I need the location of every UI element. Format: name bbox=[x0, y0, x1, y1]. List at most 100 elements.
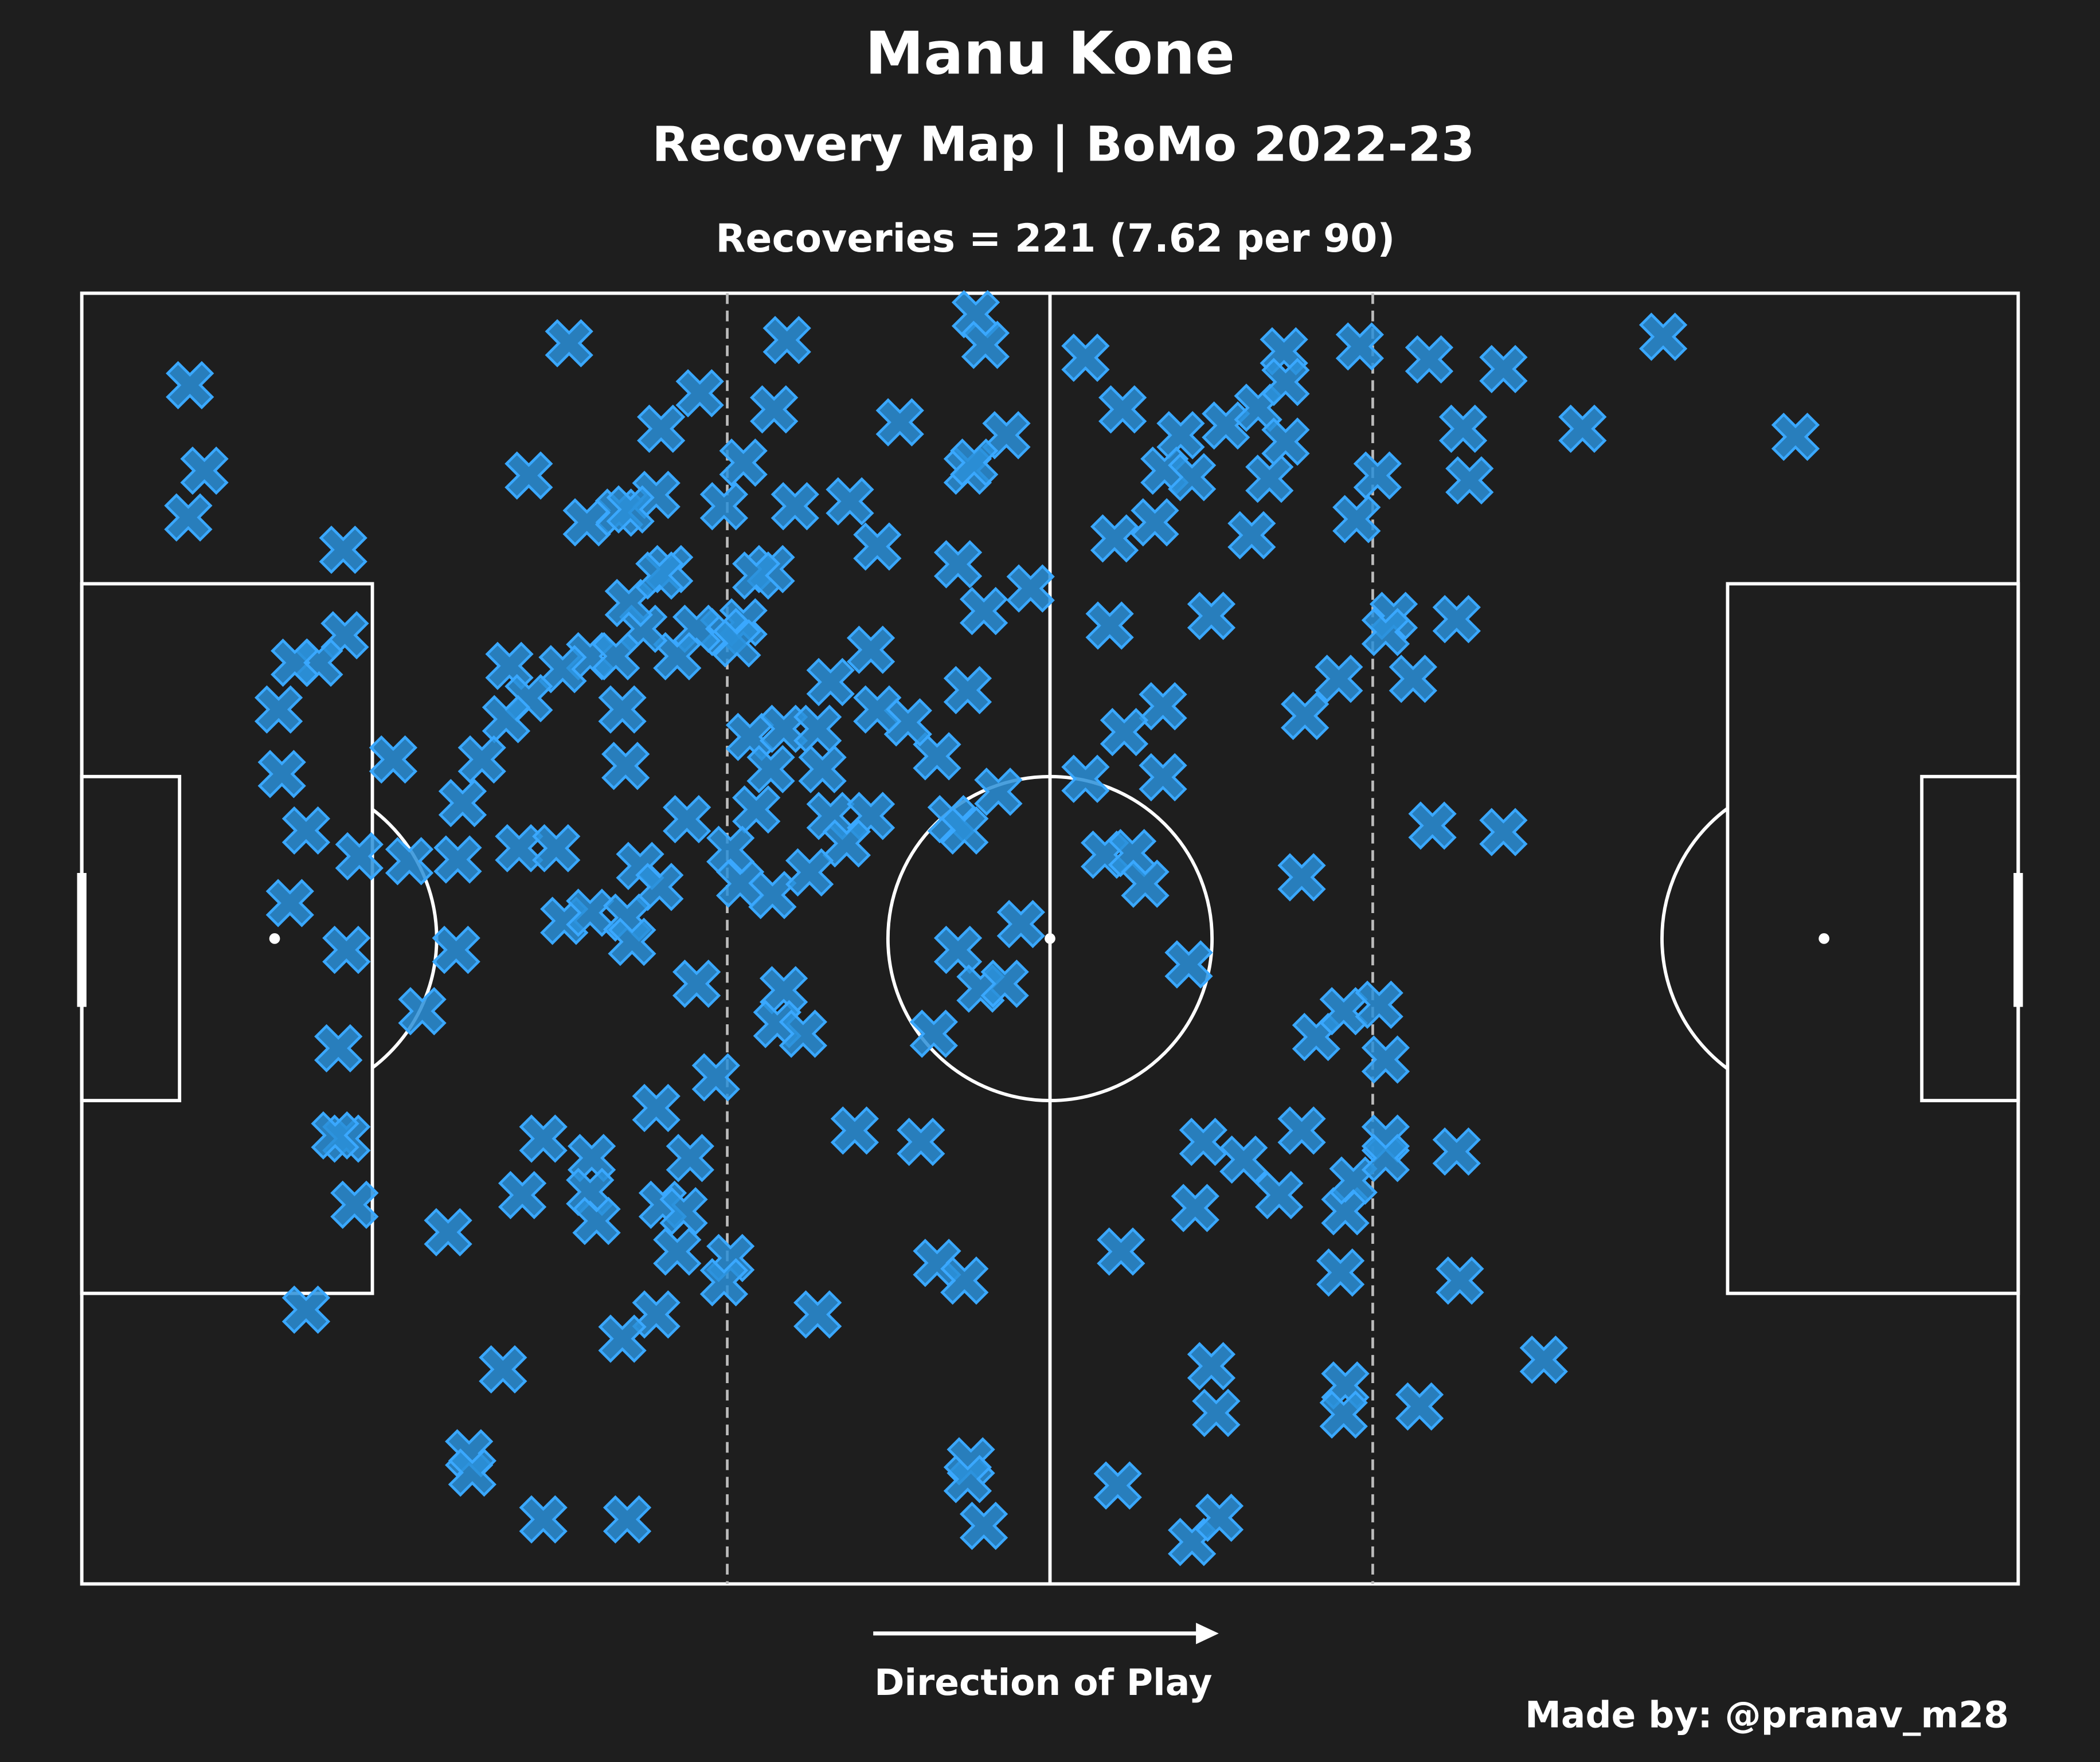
recovery-point bbox=[1164, 940, 1213, 989]
recovery-point bbox=[1227, 511, 1276, 559]
recovery-point bbox=[1202, 401, 1250, 450]
recovery-point bbox=[746, 745, 795, 794]
recovery-point bbox=[1108, 829, 1157, 878]
recovery-point bbox=[180, 447, 229, 495]
recovery-point bbox=[909, 1009, 958, 1058]
recovery-point bbox=[1131, 498, 1179, 547]
recovery-point bbox=[438, 778, 487, 828]
recovery-point bbox=[659, 1187, 708, 1236]
recovery-point bbox=[265, 879, 314, 927]
recovery-point bbox=[281, 806, 331, 855]
recovery-point bbox=[771, 481, 819, 531]
recovery-point bbox=[538, 645, 587, 694]
recovery-point bbox=[1771, 412, 1820, 461]
recovery-point bbox=[1261, 358, 1310, 406]
recovery-point bbox=[603, 1495, 652, 1544]
recovery-point bbox=[1355, 980, 1403, 1029]
recovery-point bbox=[933, 926, 983, 974]
recovery-point bbox=[398, 986, 447, 1036]
recovery-point bbox=[691, 1053, 740, 1102]
recovery-point bbox=[699, 481, 749, 531]
recovery-point bbox=[1395, 1382, 1444, 1431]
recovery-point bbox=[943, 1455, 992, 1503]
recovery-point bbox=[448, 1448, 496, 1497]
recovery-point bbox=[164, 493, 213, 542]
recovery-point bbox=[1281, 691, 1329, 741]
recovery-point bbox=[950, 438, 999, 487]
recovery-point bbox=[826, 477, 874, 526]
recovery-point bbox=[566, 888, 615, 937]
recovery-point bbox=[1061, 754, 1110, 803]
recovery-point bbox=[732, 551, 781, 600]
recovery-point bbox=[166, 361, 214, 410]
recovery-point bbox=[1436, 1256, 1484, 1305]
recovery-point bbox=[1090, 514, 1139, 563]
recovery-point bbox=[1006, 564, 1055, 613]
recovery-point bbox=[532, 824, 581, 872]
recovery-point bbox=[940, 806, 989, 855]
recovery-point bbox=[1179, 1117, 1228, 1166]
recovery-point bbox=[1061, 334, 1110, 382]
recovery-point bbox=[1361, 1134, 1410, 1183]
recovery-point bbox=[1187, 1342, 1236, 1391]
recovery-point bbox=[495, 824, 543, 872]
recovery-point bbox=[271, 639, 319, 687]
recovery-point bbox=[785, 848, 834, 897]
recovery-point bbox=[457, 735, 506, 784]
recovery-point bbox=[853, 522, 902, 571]
chart-subtitle: Recovery Map | BoMo 2022-23 bbox=[652, 116, 1475, 172]
recovery-point bbox=[1519, 1335, 1568, 1384]
recovery-point bbox=[1405, 335, 1454, 384]
recovery-point bbox=[830, 1106, 879, 1155]
recovery-point bbox=[601, 742, 650, 790]
recovery-point bbox=[1558, 404, 1607, 453]
recovery-point bbox=[980, 960, 1029, 1008]
recovery-point bbox=[1438, 404, 1488, 453]
recovery-point bbox=[982, 411, 1031, 460]
recovery-point bbox=[498, 1170, 547, 1220]
recovery-point bbox=[793, 1290, 842, 1339]
recovery-point bbox=[846, 625, 895, 674]
recovery-point bbox=[608, 917, 656, 966]
recovery-point bbox=[598, 1314, 647, 1363]
recovery-point bbox=[748, 871, 797, 919]
recovery-point bbox=[1432, 595, 1481, 644]
recovery-point bbox=[1319, 986, 1368, 1036]
recovery-point bbox=[1139, 753, 1187, 802]
recovery-point bbox=[479, 1345, 527, 1394]
direction-label: Direction of Play bbox=[874, 1661, 1212, 1704]
recovery-point bbox=[940, 1256, 989, 1305]
recovery-point bbox=[1171, 1184, 1219, 1232]
recovery-point bbox=[254, 685, 303, 734]
recovery-point bbox=[1335, 322, 1385, 371]
recovery-point bbox=[635, 551, 684, 600]
recovery-point bbox=[699, 1258, 749, 1307]
recovery-point bbox=[598, 685, 647, 734]
recovery-point bbox=[943, 665, 992, 715]
recovery-point bbox=[1332, 495, 1381, 543]
points bbox=[164, 290, 1820, 1567]
recovery-point bbox=[1277, 1106, 1326, 1155]
recovery-point bbox=[1085, 601, 1134, 650]
recovery-point bbox=[433, 835, 482, 884]
recovery-point bbox=[485, 641, 534, 690]
recovery-point bbox=[257, 750, 306, 798]
recovery-point bbox=[1098, 385, 1147, 434]
recovery-point bbox=[1245, 455, 1294, 503]
recovery-point bbox=[314, 1024, 363, 1072]
recovery-point bbox=[1316, 1248, 1365, 1297]
recovery-point bbox=[424, 1208, 472, 1256]
recovery-point bbox=[798, 745, 847, 794]
recovery-point bbox=[959, 586, 1008, 636]
recovery-point bbox=[897, 1117, 945, 1166]
recovery-point bbox=[762, 316, 811, 365]
recovery-point bbox=[1479, 808, 1528, 856]
recovery-point bbox=[822, 819, 871, 868]
recovery-point bbox=[779, 1009, 827, 1058]
recovery-point bbox=[1361, 608, 1410, 656]
recovery-point bbox=[1432, 1127, 1481, 1176]
recovery-point bbox=[1219, 1135, 1268, 1184]
recovery-point bbox=[1255, 1170, 1304, 1220]
recovery-point bbox=[933, 540, 983, 589]
